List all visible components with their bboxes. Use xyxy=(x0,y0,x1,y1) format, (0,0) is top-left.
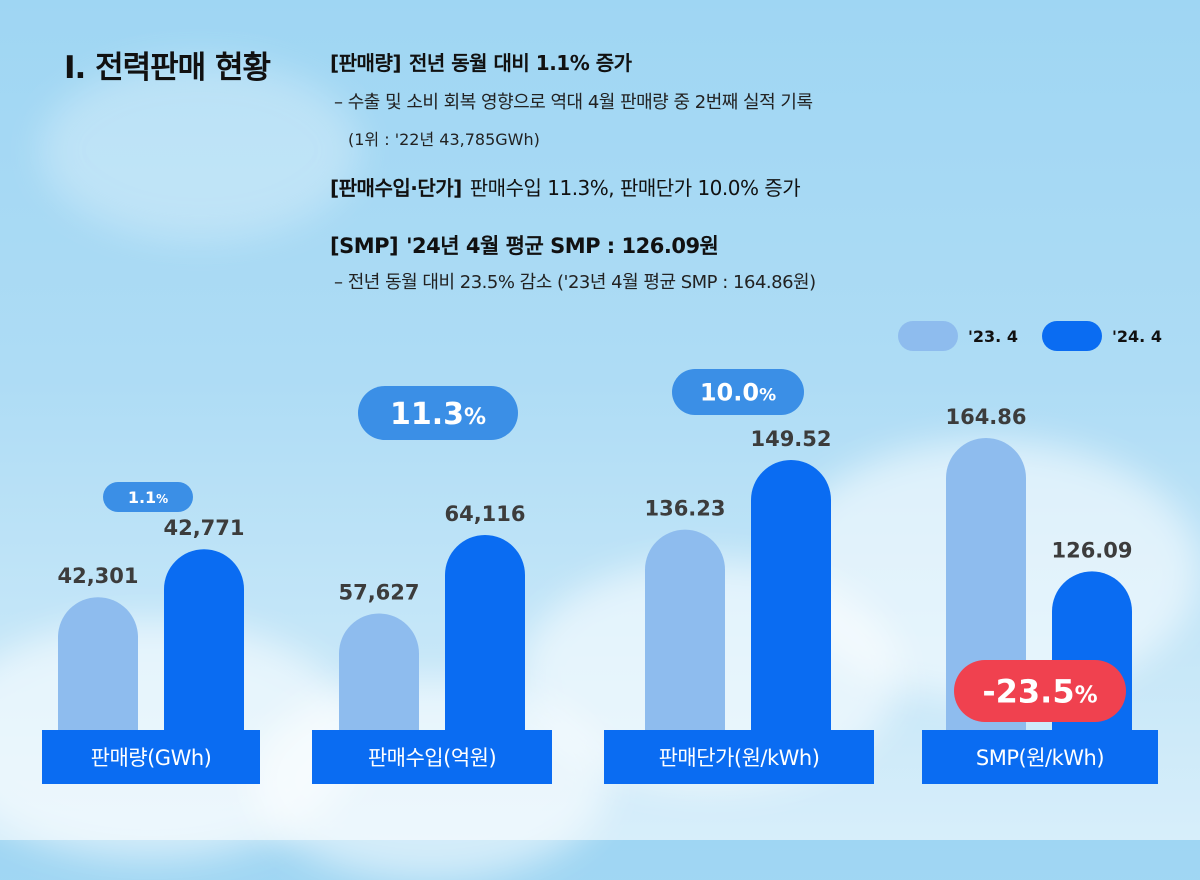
legend-swatch-light xyxy=(898,321,958,351)
value-label-sales-volume-2024: 42,771 xyxy=(163,516,244,540)
category-label-smp: SMP(원/kWh) xyxy=(922,730,1158,784)
smp-tag: [SMP] xyxy=(330,234,399,258)
change-badge-unit-price xyxy=(672,369,804,415)
cloud-decoration xyxy=(40,60,360,240)
value-label-unit-price-2023: 136.23 xyxy=(644,497,725,521)
value-label-unit-price-2024: 149.52 xyxy=(750,427,831,451)
sales-volume-detail: – 수출 및 소비 회복 영향으로 역대 4월 판매량 중 2번째 실적 기록 xyxy=(334,92,813,113)
sales-volume-headline: [판매량] 전년 동월 대비 1.1% 증가 xyxy=(330,47,632,76)
change-label-sales-volume: 1.1% xyxy=(128,488,168,507)
revenue-price-headline: [판매수입·단가] 판매수입 11.3%, 판매단가 10.0% 증가 xyxy=(330,172,801,201)
value-label-sales-volume-2023: 42,301 xyxy=(57,564,138,588)
value-label-smp-2023: 164.86 xyxy=(945,405,1026,429)
bar-revenue-2023 xyxy=(339,613,419,730)
value-label-smp-2024: 126.09 xyxy=(1051,538,1132,562)
sales-volume-tag: [판매량] xyxy=(330,51,401,75)
revenue-price-summary: 판매수입 11.3%, 판매단가 10.0% 증가 xyxy=(469,176,801,200)
bar-chart: 42,301 42,771 1.1% 57,627 64,116 11.3% 136.23 1… xyxy=(57,369,1133,730)
value-label-revenue-2024: 64,116 xyxy=(444,502,525,526)
category-label-sales-volume: 판매량(GWh) xyxy=(42,730,260,784)
change-label-smp: -23.5% xyxy=(982,673,1097,711)
change-label-unit-price: 10.0% xyxy=(700,379,776,407)
bar-revenue-2024 xyxy=(445,535,525,730)
category-label-unit-price: 판매단가(원/kWh) xyxy=(604,730,874,784)
revenue-price-tag: [판매수입·단가] xyxy=(330,176,462,200)
page-title: I. 전력판매 현황 xyxy=(64,50,271,86)
bar-unit-price-2023 xyxy=(645,529,725,730)
sales-volume-record: (1위 : '22년 43,785GWh) xyxy=(348,130,540,149)
bar-sales-volume-2024 xyxy=(164,549,244,730)
change-badge-smp xyxy=(954,660,1126,722)
bar-unit-price-2024 xyxy=(751,460,831,730)
legend-swatch-dark xyxy=(1042,321,1102,351)
legend-item-2023: '23. 4 xyxy=(898,321,1018,351)
bar-sales-volume-2023 xyxy=(58,597,138,730)
change-label-revenue: 11.3% xyxy=(390,397,486,432)
legend-item-2024: '24. 4 xyxy=(1042,321,1162,351)
change-badge-revenue xyxy=(358,386,518,440)
value-label-revenue-2023: 57,627 xyxy=(338,581,419,605)
smp-detail: – 전년 동월 대비 23.5% 감소 ('23년 4월 평균 SMP : 16… xyxy=(334,272,816,293)
category-label-revenue: 판매수입(억원) xyxy=(312,730,552,784)
sales-volume-summary: 전년 동월 대비 1.1% 증가 xyxy=(408,51,632,75)
bar-smp-2023 xyxy=(946,438,1026,730)
legend-label-2024: '24. 4 xyxy=(1112,326,1162,346)
legend-label-2023: '23. 4 xyxy=(968,326,1018,346)
change-badge-sales-volume xyxy=(103,482,193,512)
smp-summary: '24년 4월 평균 SMP : 126.09원 xyxy=(406,234,719,258)
smp-headline: [SMP] '24년 4월 평균 SMP : 126.09원 xyxy=(330,230,719,260)
